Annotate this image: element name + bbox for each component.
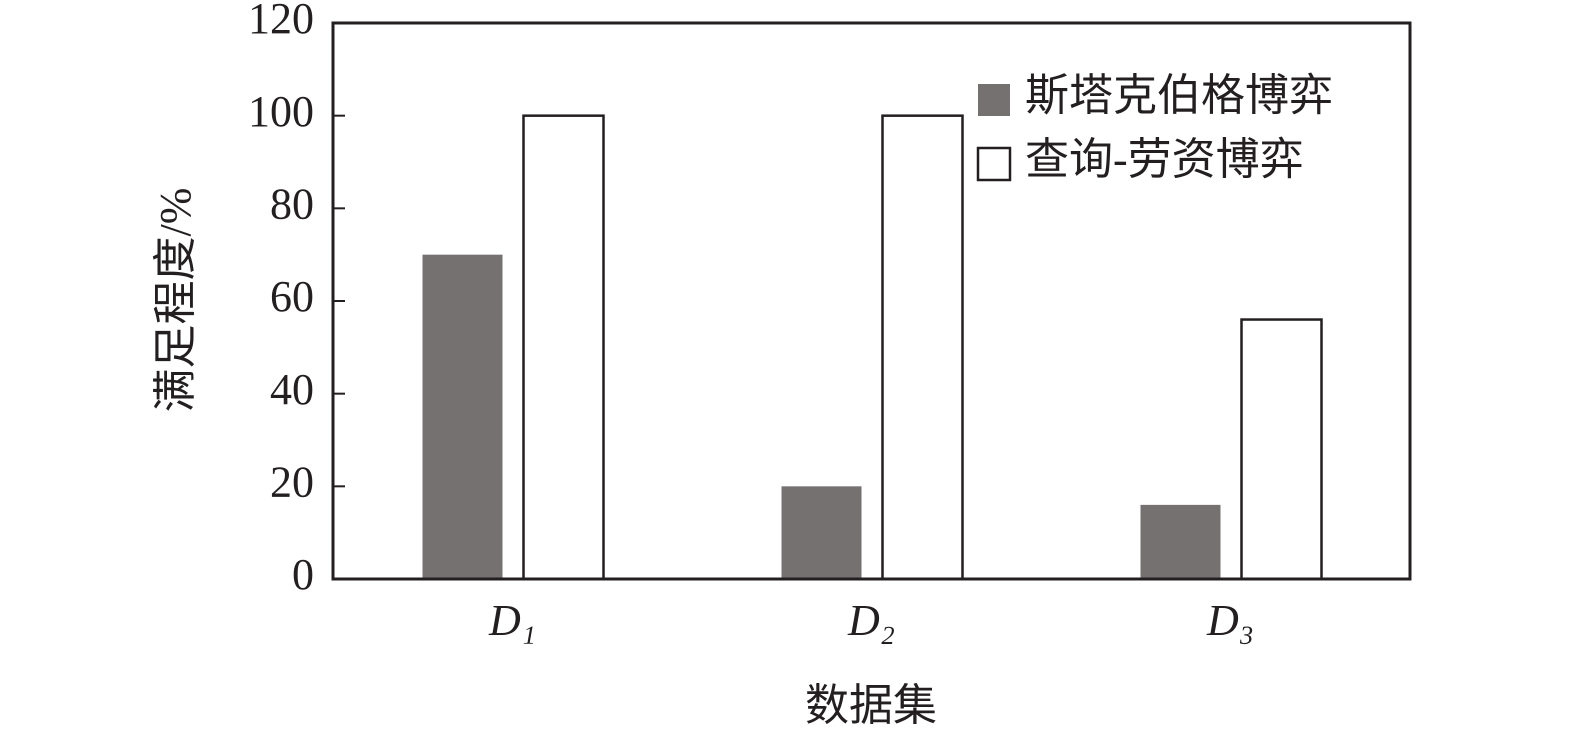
- legend-swatch: [978, 84, 1010, 116]
- x-tick-label: D₃: [1206, 596, 1254, 645]
- y-tick-label: 40: [270, 365, 314, 414]
- y-tick-label: 100: [248, 87, 314, 136]
- bar: [881, 114, 964, 581]
- bar: [781, 486, 862, 579]
- y-tick-label: 80: [270, 179, 314, 228]
- x-tick-label: D₁: [488, 596, 536, 645]
- x-tick-label: D₂: [847, 596, 895, 645]
- plot-frame: [331, 21, 1412, 581]
- legend-label: 查询-劳资博弈: [1025, 135, 1304, 184]
- y-axis-label: 满足程度/%: [151, 188, 200, 413]
- y-tick-label: 60: [270, 272, 314, 321]
- legend-label: 斯塔克伯格博弈: [1025, 71, 1333, 120]
- y-tick-label: 120: [248, 0, 314, 43]
- bar: [522, 114, 605, 581]
- bar: [1240, 318, 1323, 581]
- legend-swatch: [976, 146, 1012, 182]
- y-tick-label: 20: [270, 457, 314, 506]
- bar: [422, 254, 503, 579]
- bar: [1140, 504, 1221, 579]
- x-axis-label: 数据集: [805, 681, 937, 730]
- y-tick-label: 0: [292, 550, 314, 599]
